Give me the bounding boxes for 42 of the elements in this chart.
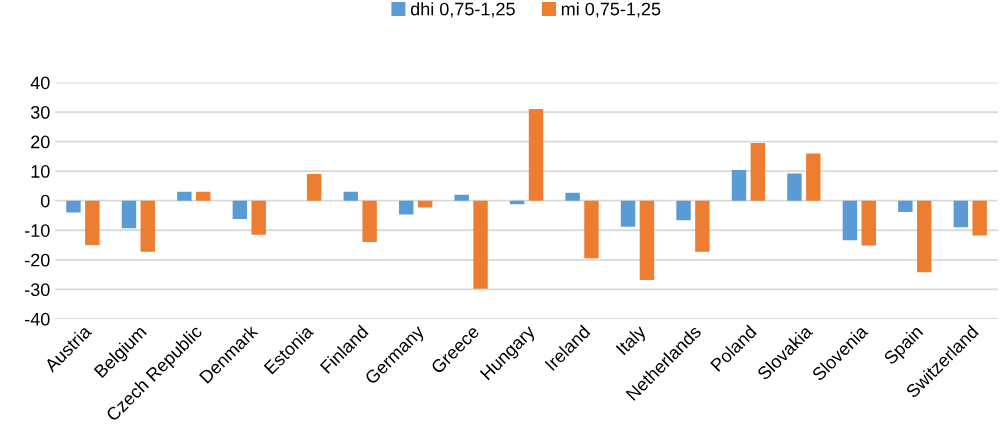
bar (66, 200, 81, 213)
bar (565, 192, 580, 201)
y-tick-label: -40 (25, 312, 50, 326)
bar (750, 143, 766, 201)
bar (399, 200, 414, 215)
y-tick-label: -30 (25, 283, 50, 297)
bar (917, 200, 932, 273)
bar (787, 173, 802, 201)
y-tick-label: 30 (30, 105, 50, 119)
bar (953, 200, 969, 228)
bar (232, 200, 248, 220)
bar (196, 191, 211, 201)
y-tick-label: 40 (30, 76, 50, 90)
bar (85, 200, 100, 246)
bar (972, 200, 987, 236)
bar (528, 109, 544, 201)
bar (343, 191, 358, 201)
bar (731, 169, 747, 201)
bar (639, 200, 655, 280)
bar (584, 200, 599, 259)
bar (177, 191, 192, 201)
bar (454, 194, 469, 201)
bar (140, 200, 155, 252)
y-tick-label: -10 (25, 224, 50, 237)
bar (898, 200, 913, 212)
bar (620, 200, 636, 227)
bar (473, 200, 488, 289)
y-tick-label: 0 (40, 194, 50, 208)
legend-label: mi 0,75-1,25 (561, 2, 661, 18)
bar (362, 200, 377, 243)
bar (121, 200, 137, 229)
legend-label: dhi 0,75-1,25 (410, 2, 515, 18)
y-tick-label: 10 (31, 165, 50, 178)
bar (842, 200, 858, 241)
bar (251, 200, 266, 235)
bar (861, 200, 876, 246)
bar (306, 174, 322, 201)
bar (806, 153, 821, 201)
bar (695, 200, 710, 252)
bar (676, 200, 691, 221)
y-tick-label: 20 (31, 135, 50, 149)
y-tick-label: -20 (25, 253, 50, 267)
